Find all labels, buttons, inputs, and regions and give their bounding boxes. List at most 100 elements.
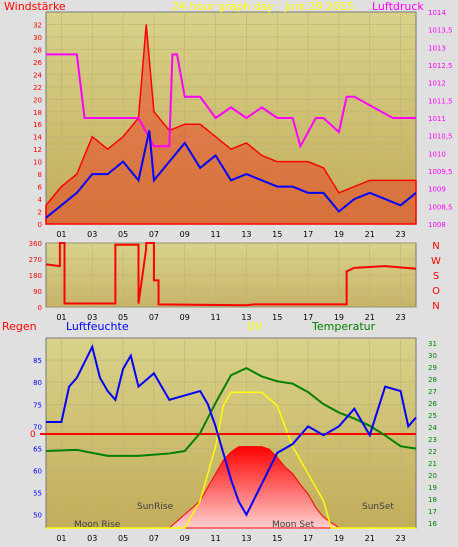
wind-y-tick: 20 bbox=[33, 96, 42, 104]
direction-x-tick: 03 bbox=[87, 313, 97, 322]
wind-y-tick: 18 bbox=[33, 109, 42, 117]
climate-x-tick: 23 bbox=[395, 534, 405, 543]
direction-x-tick: 19 bbox=[334, 313, 344, 322]
rain-zero-tick: 0 bbox=[30, 430, 36, 440]
wind-y-tick: 32 bbox=[33, 21, 42, 29]
wind-y-tick: 16 bbox=[33, 121, 42, 129]
humidity-y-tick: 55 bbox=[33, 490, 42, 498]
wind-y-tick: 4 bbox=[38, 196, 43, 204]
rain-label: Regen bbox=[2, 320, 37, 333]
wind-y-tick: 28 bbox=[33, 46, 42, 54]
humidity-y-tick: 75 bbox=[33, 401, 42, 409]
pressure-axis-label: Luftdruck bbox=[372, 0, 424, 13]
wind-axis-label: Windstärke bbox=[4, 0, 66, 13]
humidity-y-tick: 85 bbox=[33, 357, 42, 365]
temperature-y-tick: 17 bbox=[428, 508, 437, 516]
wind-x-tick: 13 bbox=[241, 230, 251, 239]
direction-y-tick: 180 bbox=[29, 272, 42, 280]
wind-marks bbox=[45, 24, 417, 225]
wind-y-tick: 10 bbox=[33, 159, 42, 167]
pressure-y-tick: 1009,5 bbox=[428, 168, 453, 176]
climate-x-ticks: 01 03 05 07 09 11 13 15 17 19 21 23 bbox=[56, 534, 405, 543]
temperature-y-tick: 21 bbox=[428, 460, 437, 468]
wind-y-tick: 14 bbox=[33, 134, 42, 142]
direction-y-tick: 360 bbox=[29, 240, 42, 248]
chart-title: 24 hour graph day : Juni 29 2015 bbox=[172, 0, 354, 13]
pressure-y-tick: 1014 bbox=[428, 9, 446, 17]
climate-x-tick: 21 bbox=[365, 534, 375, 543]
direction-x-ticks: 01 03 05 07 09 11 13 15 17 19 21 23 bbox=[56, 313, 405, 322]
wind-y-tick: 24 bbox=[33, 71, 42, 79]
wind-y-tick: 26 bbox=[33, 59, 42, 67]
climate-x-tick: 13 bbox=[241, 534, 251, 543]
uv-series bbox=[46, 391, 416, 529]
compass-label: W bbox=[431, 256, 441, 267]
wind-x-tick: 23 bbox=[395, 230, 405, 239]
wind-x-tick: 09 bbox=[180, 230, 190, 239]
wind-x-tick: 19 bbox=[334, 230, 344, 239]
pressure-y-tick: 1010,5 bbox=[428, 133, 453, 141]
direction-y-tick: 0 bbox=[38, 304, 42, 312]
temperature-y-tick: 31 bbox=[428, 340, 437, 348]
sun-series bbox=[46, 446, 416, 529]
moonset-label: Moon Set bbox=[272, 520, 315, 530]
humidity-label: Luftfeuchte bbox=[66, 320, 129, 333]
wind-average-series bbox=[45, 130, 417, 219]
wind-y-tick: 30 bbox=[33, 34, 42, 42]
climate-marks bbox=[40, 343, 417, 529]
temperature-label: Temperatur bbox=[311, 320, 376, 333]
temperature-y-ticks: 16 17 18 19 20 21 22 23 24 25 26 27 28 29 30 31 bbox=[428, 340, 437, 528]
pressure-y-tick: 1008 bbox=[428, 221, 446, 229]
wind-y-tick: 6 bbox=[38, 184, 43, 192]
direction-x-tick: 15 bbox=[272, 313, 282, 322]
wind-x-tick: 03 bbox=[87, 230, 97, 239]
wind-x-tick: 05 bbox=[118, 230, 128, 239]
wind-series bbox=[45, 24, 417, 225]
direction-x-tick: 09 bbox=[180, 313, 190, 322]
temperature-y-tick: 24 bbox=[428, 424, 437, 432]
direction-x-tick: 11 bbox=[210, 313, 220, 322]
uv-label: UV bbox=[247, 320, 263, 333]
wind-y-tick: 8 bbox=[38, 171, 42, 179]
pressure-y-tick: 1011,5 bbox=[428, 97, 453, 105]
wind-x-tick: 17 bbox=[303, 230, 313, 239]
temperature-y-tick: 27 bbox=[428, 388, 437, 396]
climate-x-tick: 03 bbox=[87, 534, 97, 543]
wind-y-tick: 2 bbox=[38, 209, 42, 217]
wind-x-tick: 07 bbox=[149, 230, 159, 239]
compass-label: S bbox=[433, 271, 439, 282]
direction-x-tick: 13 bbox=[241, 313, 251, 322]
climate-x-tick: 07 bbox=[149, 534, 159, 543]
sunrise-label: SunRise bbox=[137, 502, 174, 512]
direction-x-tick: 01 bbox=[56, 313, 66, 322]
wind-y-tick: 0 bbox=[38, 221, 42, 229]
pressure-y-tick: 1009 bbox=[428, 186, 446, 194]
humidity-y-tick: 50 bbox=[33, 512, 42, 520]
direction-x-tick: 21 bbox=[365, 313, 375, 322]
moonrise-label: Moon Rise bbox=[74, 520, 121, 530]
direction-marks bbox=[45, 242, 417, 307]
temperature-y-tick: 22 bbox=[428, 448, 437, 456]
temperature-y-tick: 16 bbox=[428, 520, 437, 528]
humidity-series bbox=[46, 343, 417, 517]
wind-x-tick: 15 bbox=[272, 230, 282, 239]
wind-x-ticks: 01 03 05 07 09 11 13 15 17 19 21 23 bbox=[56, 230, 405, 239]
pressure-y-tick: 1008,5 bbox=[428, 203, 453, 211]
pressure-y-tick: 1012,5 bbox=[428, 62, 453, 70]
humidity-temperature-chart: 50 55 60 65 70 75 80 85 16 17 18 19 20 21 22 23 24 25 26 2… bbox=[2, 320, 437, 543]
pressure-series bbox=[46, 53, 416, 149]
direction-x-tick: 23 bbox=[395, 313, 405, 322]
pressure-y-tick: 1010 bbox=[428, 150, 446, 158]
sunset-label: SunSet bbox=[362, 502, 394, 512]
pressure-y-tick: 1013 bbox=[428, 44, 446, 52]
temperature-y-tick: 26 bbox=[428, 400, 437, 408]
temperature-y-tick: 19 bbox=[428, 484, 437, 492]
compass-label: O bbox=[432, 286, 440, 297]
climate-x-tick: 15 bbox=[272, 534, 282, 543]
temperature-y-tick: 20 bbox=[428, 472, 437, 480]
